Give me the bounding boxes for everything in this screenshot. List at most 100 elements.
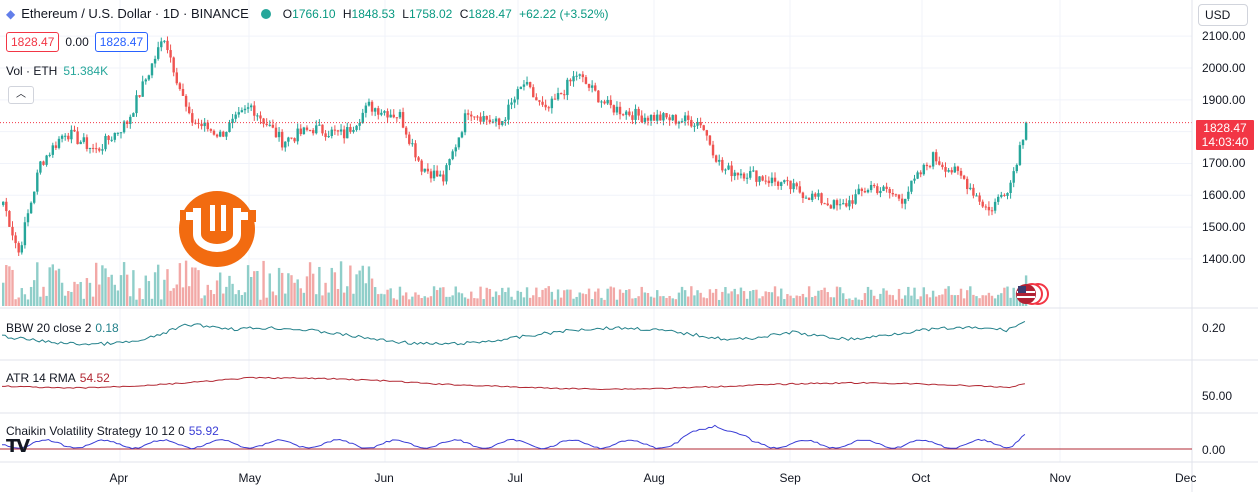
last-price-value: 1828.47: [1203, 121, 1247, 135]
volume-bar: [377, 294, 380, 306]
volume-bar: [448, 296, 451, 306]
candle: [829, 204, 833, 209]
candle: [587, 83, 591, 92]
volume-bar: [628, 289, 631, 306]
bid-price[interactable]: 1828.47: [6, 32, 60, 52]
volume-bar: [240, 295, 244, 306]
candle: [578, 73, 581, 80]
ask-price[interactable]: 1828.47: [94, 32, 149, 52]
currency-button[interactable]: USD: [1198, 4, 1248, 26]
volume-bar: [916, 299, 919, 306]
candle: [600, 100, 603, 108]
volume-bar: [705, 298, 709, 306]
volume-bar: [634, 298, 637, 306]
market-status-icon[interactable]: [260, 8, 271, 19]
volume-bar: [699, 292, 702, 306]
volume-bar: [98, 284, 101, 306]
candle: [212, 129, 216, 136]
candle: [339, 124, 343, 136]
volume-bar: [873, 295, 876, 306]
volume-bar: [594, 291, 597, 306]
volume-bar: [293, 282, 296, 306]
volume-bar: [891, 295, 895, 306]
bitcoin-cash-like-badge-icon: [179, 191, 256, 267]
volume-bar: [383, 294, 386, 306]
volume-bar: [842, 293, 845, 306]
candle: [116, 132, 120, 136]
volume-bar: [67, 291, 70, 306]
candle: [308, 129, 312, 132]
candle: [249, 103, 253, 112]
candle: [166, 36, 169, 54]
tradingview-logo[interactable]: TV: [6, 436, 30, 457]
volume-bar: [510, 296, 513, 306]
volume-bar: [228, 275, 231, 306]
volume-bar: [863, 293, 867, 306]
candle: [547, 105, 550, 112]
volume-bar: [668, 296, 671, 306]
candle: [293, 137, 296, 144]
volume-bar: [851, 299, 854, 306]
atr-legend[interactable]: ATR 14 RMA 54.52: [6, 371, 110, 385]
us-flag-icon[interactable]: [1016, 283, 1049, 305]
candle: [172, 56, 175, 77]
volume-bar: [953, 295, 957, 306]
bbw-legend[interactable]: BBW 20 close 2 0.18: [6, 321, 119, 335]
volume-bar: [166, 269, 169, 306]
candle: [851, 194, 854, 209]
volume-bar: [175, 284, 178, 306]
volume-bar: [398, 286, 402, 306]
candle: [290, 137, 293, 140]
symbol-legend[interactable]: ◆ Ethereum / U.S. Dollar · 1D · BINANCE …: [6, 6, 609, 21]
volume-bar: [612, 287, 616, 306]
candle: [801, 191, 805, 203]
candle: [594, 82, 597, 92]
candle: [321, 124, 324, 136]
price-tick-label: 1500.00: [1202, 220, 1246, 235]
candle: [693, 123, 696, 132]
candle: [197, 118, 200, 129]
volume-bar: [256, 270, 259, 306]
candle: [54, 141, 58, 150]
candle: [649, 114, 653, 126]
candle: [420, 159, 423, 176]
collapse-legend-button[interactable]: ︿: [8, 86, 34, 104]
volume-bar: [246, 265, 250, 306]
candle: [426, 163, 430, 174]
volume-bar: [113, 284, 116, 306]
volume-bar: [708, 289, 712, 306]
volume-bar: [284, 293, 287, 306]
candle: [597, 90, 600, 103]
volume-bar: [231, 283, 234, 306]
candle: [956, 165, 960, 175]
candle: [445, 163, 448, 185]
candle: [634, 104, 637, 125]
candle: [1024, 121, 1028, 141]
candle: [758, 176, 761, 186]
candle: [826, 197, 829, 207]
volume-bar: [519, 291, 523, 306]
chaikin-legend[interactable]: Chaikin Volatility Strategy 10 12 0 55.92: [6, 424, 219, 438]
volume-bar: [42, 286, 45, 306]
candle: [935, 149, 938, 165]
candle: [466, 109, 470, 121]
candle: [764, 174, 767, 185]
candle: [473, 116, 476, 121]
symbol-title[interactable]: Ethereum / U.S. Dollar · 1D · BINANCE: [21, 6, 249, 21]
candle: [259, 111, 262, 125]
volume-bar: [944, 288, 947, 306]
volume-bar: [773, 286, 777, 306]
candle: [674, 113, 678, 126]
candle: [696, 117, 699, 129]
volume-legend[interactable]: Vol · ETH 51.384K: [6, 64, 108, 78]
volume-bar: [693, 295, 696, 306]
volume-bar: [581, 293, 585, 306]
volume-bar: [321, 295, 324, 306]
volume-bar: [504, 291, 507, 306]
candle: [355, 125, 358, 132]
volume-bar: [637, 296, 640, 306]
volume-bar: [222, 293, 225, 306]
volume-bar: [364, 283, 368, 306]
candle: [981, 199, 984, 208]
